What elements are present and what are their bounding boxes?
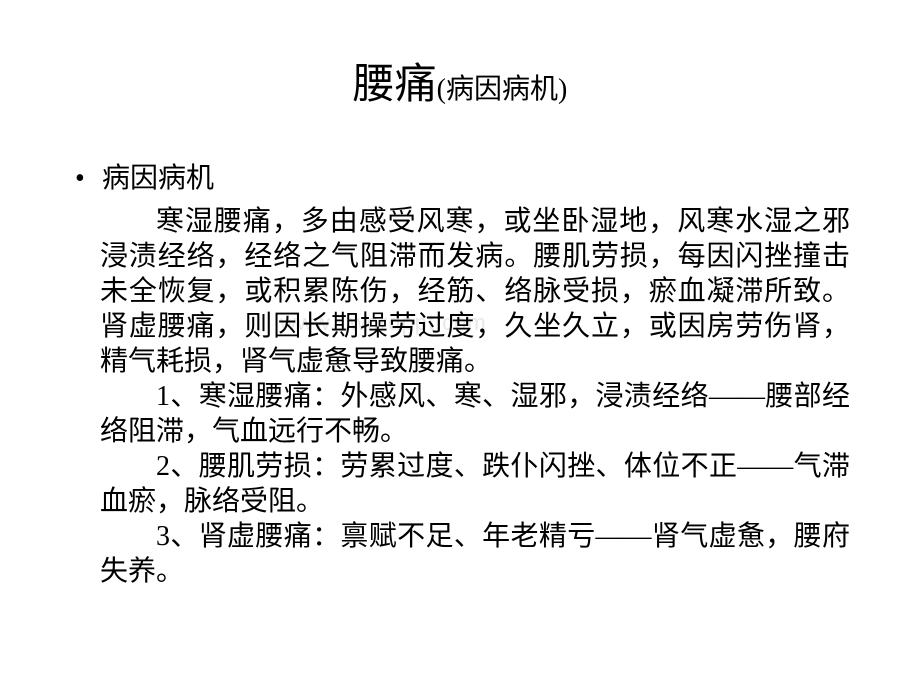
body-text-container: 寒湿腰痛，多由感受风寒，或坐卧湿地，风寒水湿之邪浸渍经络，经络之气阻滞而发病。腰… bbox=[70, 204, 850, 589]
numbered-item-3: 3、肾虚腰痛：禀赋不足、年老精亏——肾气虚惫，腰府失养。 bbox=[100, 519, 850, 589]
intro-paragraph: 寒湿腰痛，多由感受风寒，或坐卧湿地，风寒水湿之邪浸渍经络，经络之气阻滞而发病。腰… bbox=[100, 204, 850, 379]
title-container: 腰痛(病因病机) bbox=[70, 50, 850, 111]
bullet-icon: • bbox=[75, 163, 95, 195]
title-subtitle: (病因病机) bbox=[437, 74, 568, 105]
numbered-item-2: 2、腰肌劳损：劳累过度、跌仆闪挫、体位不正——气滞血瘀，脉络受阻。 bbox=[100, 449, 850, 519]
section-heading: • 病因病机 bbox=[70, 156, 850, 196]
heading-text: 病因病机 bbox=[102, 163, 214, 194]
slide-content: 腰痛(病因病机) • 病因病机 寒湿腰痛，多由感受风寒，或坐卧湿地，风寒水湿之邪… bbox=[70, 50, 850, 589]
title-main: 腰痛 bbox=[353, 62, 437, 108]
numbered-item-1: 1、寒湿腰痛：外感风、寒、湿邪，浸渍经络——腰部经络阻滞，气血远行不畅。 bbox=[100, 379, 850, 449]
